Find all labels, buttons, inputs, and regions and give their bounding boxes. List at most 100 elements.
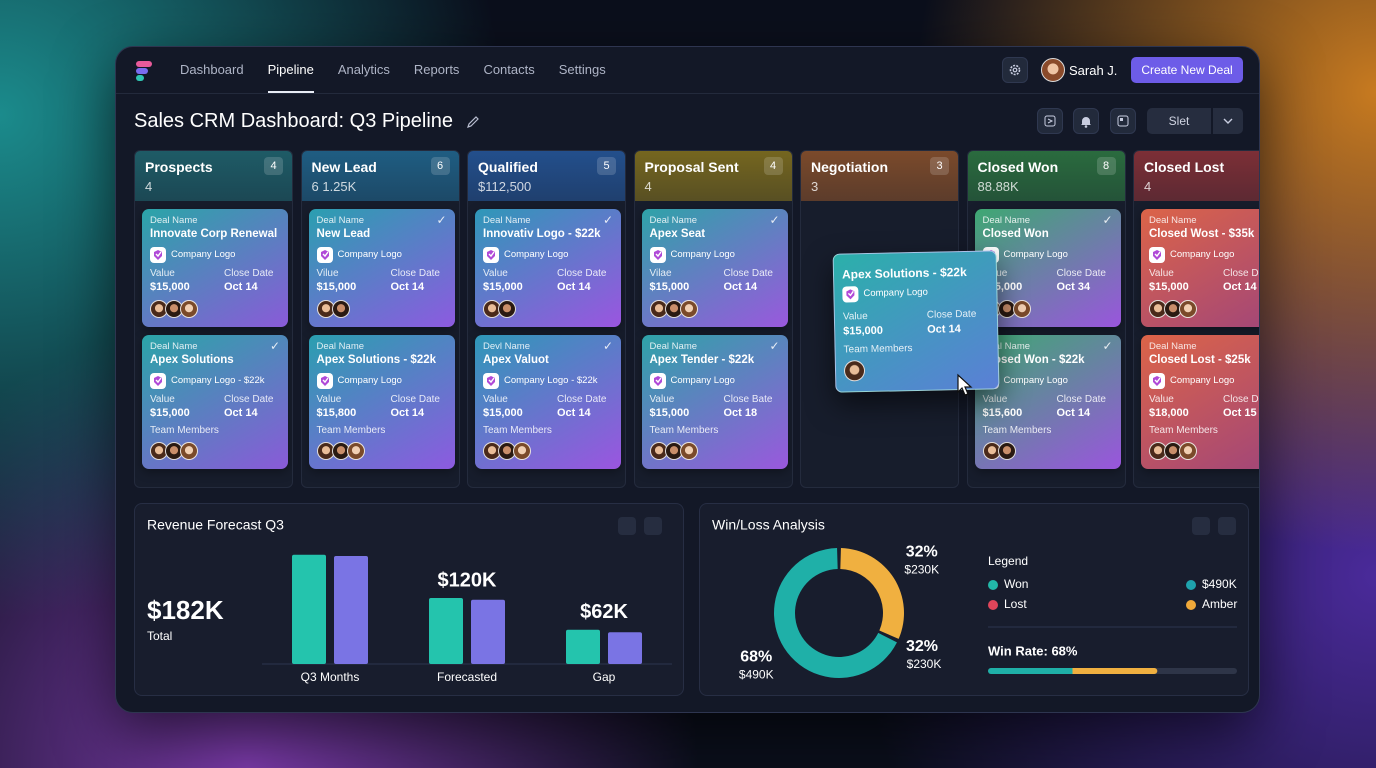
deal-name: Apex Solutions - $22k <box>316 354 437 366</box>
user-avatar[interactable] <box>1041 58 1065 82</box>
member-avatar <box>679 442 698 460</box>
app-window: Dashboard Pipeline Analytics Reports Contact… <box>115 46 1260 713</box>
column-title: Prospects <box>145 159 213 175</box>
company-name: Company Logo <box>1003 249 1068 260</box>
create-deal-button[interactable]: Create New Deal <box>1131 57 1243 83</box>
deal-label: Deal Name <box>649 341 698 352</box>
date-label: Close Date <box>224 268 274 279</box>
logo-mark <box>653 376 662 386</box>
check-icon: ✓ <box>603 339 614 353</box>
deal-card[interactable]: Deal Name Apex Tender - $22k Company Logo V… <box>641 335 788 469</box>
view-select-toggle[interactable] <box>1213 108 1243 134</box>
date-label: Close Date <box>1056 268 1106 279</box>
member-avatar <box>346 442 365 460</box>
view-select[interactable]: Slet <box>1147 108 1211 134</box>
team-label: Team Members <box>316 425 386 436</box>
deal-card[interactable]: Deal Name Innovate Corp Renewal Company Lo… <box>142 209 288 327</box>
panel-icon[interactable] <box>1218 517 1236 535</box>
settings-button[interactable] <box>1002 57 1028 83</box>
nav-link[interactable]: Settings <box>558 62 606 77</box>
chart-title: Win/Loss Analysis <box>712 517 825 533</box>
nav-link[interactable]: Reports <box>413 62 460 77</box>
deal-card[interactable]: Deal Name Apex Solutions Company Logo - $2… <box>142 335 288 469</box>
date-label: Close Date <box>390 394 440 405</box>
panel-icon[interactable] <box>1192 517 1210 535</box>
deal-card[interactable]: Deal Name Innovativ Logo - $22k Company Lo… <box>475 209 621 327</box>
team-avatars <box>1149 300 1229 318</box>
nav-link[interactable]: Pipeline <box>267 47 314 93</box>
member-avatar <box>331 300 350 318</box>
close-date: Oct 14 <box>557 281 591 293</box>
company-name: Company Logo - $22k <box>171 375 265 386</box>
legend-swatch <box>1186 580 1196 590</box>
column-header: New Lead 6 6 1.25K <box>301 151 459 201</box>
logo-mark <box>1153 250 1161 260</box>
notifications-button[interactable] <box>1073 108 1099 134</box>
user-name[interactable]: Sarah J. <box>1069 63 1118 78</box>
close-date: Oct 15 <box>1223 407 1257 419</box>
check-icon: ✓ <box>270 339 281 353</box>
deal-card[interactable]: Deal Name Closed Won - $22k Company Logo Va… <box>974 335 1121 469</box>
deal-card[interactable]: Deal Name New Lead Company Logo Vilue Close … <box>308 209 455 327</box>
nav-link[interactable]: Analytics <box>337 62 390 77</box>
date-label: Close Bate <box>723 394 773 405</box>
company-name: Company Logo <box>670 375 735 386</box>
value-label: Value <box>982 394 1008 405</box>
member-avatar <box>513 442 531 460</box>
company-name: Company Logo <box>1170 375 1235 386</box>
check-icon: ✓ <box>769 213 780 227</box>
slice-percent: 32% <box>906 544 938 561</box>
nav-links: Dashboard Pipeline Analytics Reports Contact… <box>180 47 606 93</box>
close-date: Oct 34 <box>1056 281 1091 293</box>
company-logo <box>483 247 499 263</box>
column-summary: $112,500 <box>478 179 532 194</box>
member-avatar <box>1179 300 1197 318</box>
deal-card[interactable]: Deal Name Apex Seat Company Logo Vilae Close… <box>641 209 788 327</box>
close-date: Oct 18 <box>723 407 758 419</box>
value-label: Value <box>483 394 508 405</box>
column-count: 3 <box>930 157 949 175</box>
panel-icon[interactable] <box>644 517 662 535</box>
deal-name: Apex Tender - $22k <box>649 354 755 366</box>
column-summary: 6 1.25K <box>311 179 357 194</box>
logo-mark <box>487 376 495 386</box>
company-name: Company Logo <box>504 249 569 260</box>
export-button[interactable] <box>1037 108 1063 134</box>
layout-button[interactable] <box>1110 108 1136 134</box>
layout-icon <box>1117 115 1129 127</box>
deal-label: Deal Name <box>1149 341 1197 352</box>
deal-card[interactable]: Devl Name Apex Valuot Company Logo - $22k V… <box>475 335 621 469</box>
deal-card[interactable]: Deal Name Closed Lost - $25k Company Logo V… <box>1141 335 1259 469</box>
pipeline-column: Prospects 4 4 Deal Name Innovate Corp Renewa… <box>134 150 293 488</box>
deal-name: New Lead <box>316 228 371 240</box>
deal-name: Apex Valuot <box>483 354 549 366</box>
nav-link[interactable]: Contacts <box>483 62 535 77</box>
bar <box>471 599 505 664</box>
deal-value: $15,000 <box>483 407 523 419</box>
revenue-chart: Revenue Forecast Q3 $182K Total Q3 Months $1… <box>147 517 672 684</box>
panel-icon[interactable] <box>618 517 636 535</box>
export-icon <box>1044 115 1056 127</box>
company-logo <box>150 373 166 389</box>
column-title: New Lead <box>311 159 377 175</box>
company-logo <box>842 286 859 303</box>
deal-card[interactable]: Apex Solutions - $22k Company Logo Value Cl… <box>832 250 1000 393</box>
column-header: Prospects 4 4 <box>135 151 292 201</box>
column-count: 8 <box>1096 157 1116 175</box>
deal-value: $15,000 <box>150 281 190 293</box>
deal-card[interactable]: Deal Name Closed Wost - $35k Company Logo V… <box>1141 209 1259 327</box>
date-label: Close Date <box>723 268 773 279</box>
nav-link[interactable]: Dashboard <box>180 62 244 77</box>
edit-icon[interactable] <box>466 115 480 129</box>
column-title: Closed Won <box>977 159 1059 175</box>
legend-swatch <box>1186 600 1196 610</box>
column-header: Proposal Sent 4 4 <box>634 151 792 201</box>
deal-card[interactable]: Deal Name Apex Solutions - $22k Company Lo… <box>308 335 455 469</box>
close-date: Oct 14 <box>557 407 591 419</box>
value-label: Value <box>150 268 175 279</box>
app-logo[interactable] <box>134 60 156 82</box>
team-avatars <box>982 442 1063 460</box>
company-logo <box>316 247 333 263</box>
date-label: Close Date <box>1223 394 1259 405</box>
column-summary: 3 <box>811 179 819 194</box>
